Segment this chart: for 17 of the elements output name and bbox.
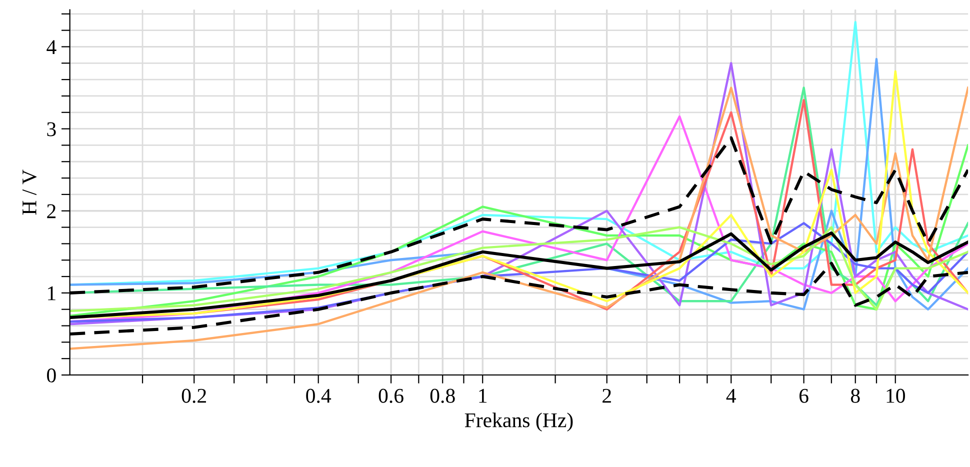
y-tick-label: 0 xyxy=(47,368,56,382)
x-tick-label: 4 xyxy=(726,388,736,403)
x-tick-label: 0.6 xyxy=(378,388,404,403)
x-tick-label: 2 xyxy=(602,388,611,403)
x-tick-label: 0.8 xyxy=(430,388,455,403)
x-tick-label: 0.4 xyxy=(306,388,332,403)
x-tick-label: 1 xyxy=(479,388,487,403)
x-axis-title: Frekans (Hz) xyxy=(464,412,573,432)
x-tick-label: 0.2 xyxy=(182,388,206,403)
x-tick-label: 8 xyxy=(850,388,860,403)
y-tick-label: 2 xyxy=(47,204,56,218)
y-axis-title: H / V xyxy=(22,170,37,215)
y-tick-label: 3 xyxy=(47,122,56,136)
x-tick-label: 10 xyxy=(886,388,905,403)
y-tick-label: 1 xyxy=(48,286,56,300)
y-tick-label: 4 xyxy=(46,40,56,54)
x-tick-label: 6 xyxy=(799,388,808,403)
